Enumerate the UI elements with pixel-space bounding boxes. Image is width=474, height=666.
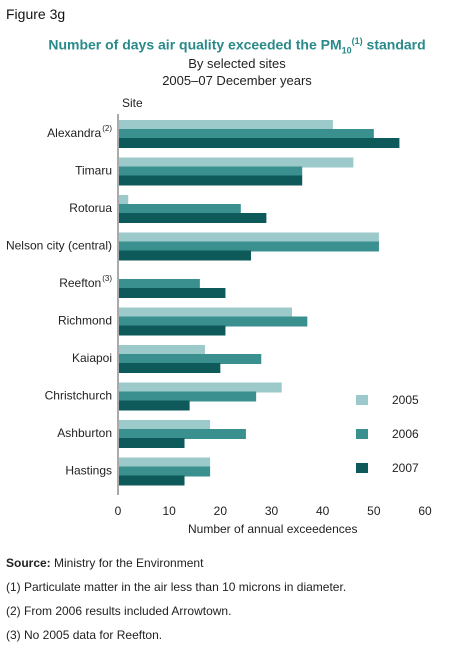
legend-swatch-2005	[356, 395, 368, 405]
category-label: Timaru	[75, 164, 112, 178]
bar-2007	[119, 138, 400, 148]
bar-2005	[119, 457, 211, 468]
bar-2007	[119, 475, 185, 486]
x-tick-label: 20	[214, 504, 228, 518]
bar-2006	[119, 241, 379, 252]
bar-2005	[119, 157, 354, 168]
bar-2006	[119, 166, 303, 177]
category-label: Reefton	[59, 276, 101, 290]
bar-2006	[119, 204, 241, 214]
legend-swatch-2007	[356, 463, 368, 473]
chart-subtitle: By selected sites	[188, 56, 286, 71]
x-tick-label: 60	[418, 504, 432, 518]
bar-2007	[119, 213, 267, 223]
category-label: Hastings	[65, 464, 112, 478]
bar-2007	[119, 250, 252, 261]
bar-2005	[119, 232, 379, 243]
bar-chart: Alexandra (2) Timaru Rotorua Nelson city (ce…	[6, 114, 432, 518]
category-label: Ashburton	[57, 426, 112, 440]
bar-2007	[119, 400, 190, 411]
bar-2005	[119, 345, 205, 355]
legend-label: 2005	[392, 393, 419, 407]
bar-2006	[119, 391, 257, 402]
bar-2006	[119, 316, 308, 327]
category-label: Alexandra	[47, 126, 101, 140]
bar-2005	[119, 195, 129, 205]
footnote-2: (2) From 2006 results included Arrowtown…	[6, 604, 232, 618]
figure-label: Figure 3g	[6, 6, 66, 22]
legend-swatch-2006	[356, 429, 368, 439]
x-axis-label: Number of annual exceedences	[188, 522, 358, 536]
x-tick-label: 40	[316, 504, 330, 518]
bar-2007	[119, 438, 185, 448]
bar-2006	[119, 279, 200, 289]
category-label: Nelson city (central)	[6, 239, 112, 253]
footnote-3: (3) No 2005 data for Reefton.	[6, 628, 163, 642]
category-footnote-mark: (3)	[102, 274, 112, 283]
bar-2006	[119, 354, 262, 364]
category-label: Richmond	[58, 314, 112, 328]
x-tick-label: 0	[115, 504, 122, 518]
bar-2005	[119, 420, 211, 430]
footnote-1: (1) Particulate matter in the air less t…	[6, 580, 347, 594]
category-label: Kaiapoi	[72, 351, 112, 365]
source-line: Source: Ministry for the Environment	[6, 556, 204, 570]
bar-2007	[119, 363, 221, 373]
chart-title: Number of days air quality exceeded the …	[48, 36, 426, 56]
x-tick-label: 50	[367, 504, 381, 518]
bar-2007	[119, 288, 226, 298]
bar-2006	[119, 429, 246, 439]
category-label: Christchurch	[45, 389, 112, 403]
bar-2005	[119, 307, 292, 318]
bar-2006	[119, 129, 374, 139]
category-footnote-mark: (2)	[102, 124, 112, 133]
bar-2005	[119, 382, 282, 393]
bar-2006	[119, 466, 211, 477]
bar-2007	[119, 325, 226, 336]
x-tick-label: 30	[265, 504, 279, 518]
x-tick-label: 10	[162, 504, 176, 518]
legend-label: 2006	[392, 427, 419, 441]
y-axis-label: Site	[122, 96, 143, 110]
legend-label: 2007	[392, 461, 419, 475]
chart-period: 2005–07 December years	[162, 73, 312, 88]
bar-2005	[119, 120, 333, 130]
category-label: Rotorua	[69, 201, 112, 215]
bar-2007	[119, 175, 303, 186]
